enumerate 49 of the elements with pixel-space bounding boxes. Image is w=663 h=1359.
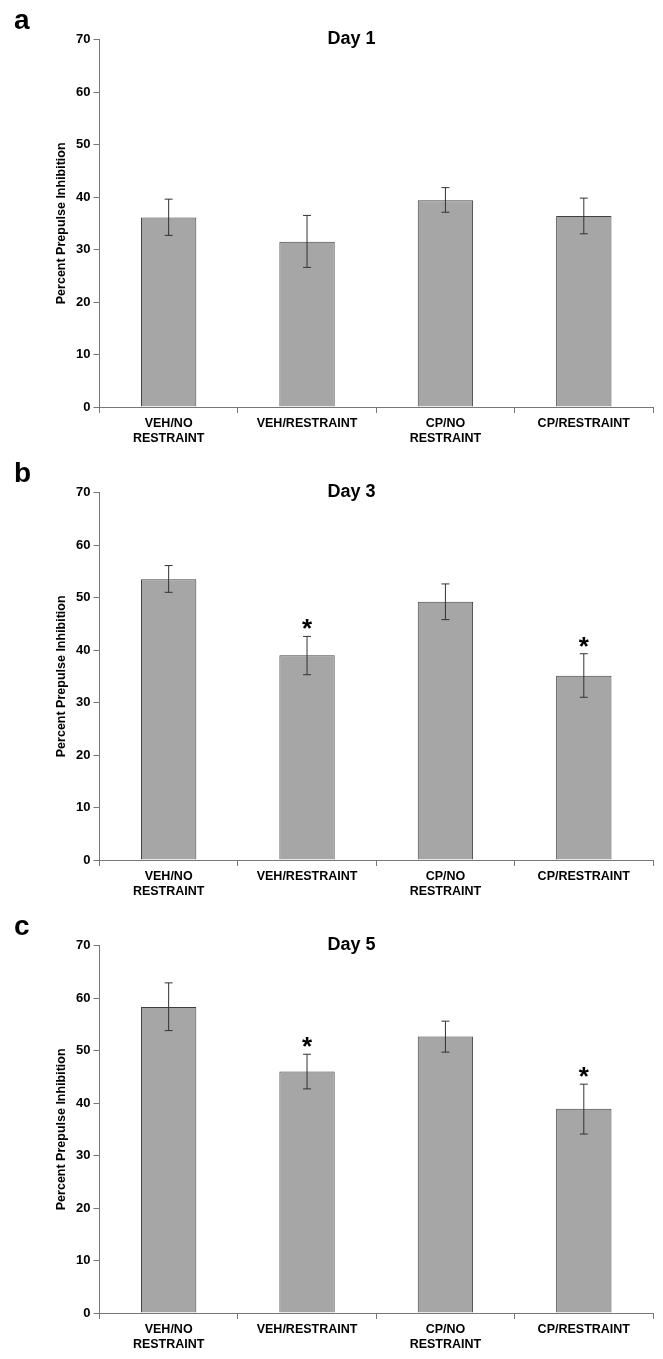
- y-tick-label: 0: [83, 851, 91, 867]
- text: b: [14, 457, 32, 489]
- y-tick-label: 40: [75, 188, 91, 204]
- y-tick-label: 10: [75, 1252, 91, 1268]
- y-tick-label: 10: [75, 346, 91, 362]
- y-tick-label: 70: [75, 31, 91, 47]
- x-tick-label: CP/NO RESTRAINT: [409, 868, 482, 898]
- x-tick-label: VEH/RESTRAINT: [256, 1321, 358, 1336]
- chart-title: Day 1: [327, 27, 376, 48]
- y-tick-label: 50: [75, 136, 91, 152]
- y-tick-label: 50: [75, 589, 91, 605]
- y-tick-label: 20: [75, 1199, 91, 1215]
- annotation: *: [578, 1061, 590, 1092]
- chart-title: Day 5: [327, 933, 376, 954]
- y-tick-label: 60: [75, 536, 91, 552]
- x-tick-label: CP/NO RESTRAINT: [409, 415, 482, 445]
- y-axis-title: Percent Prepulse Inhibition: [53, 142, 68, 305]
- y-tick-label: 60: [75, 989, 91, 1005]
- text: c: [14, 910, 30, 942]
- x-tick-label: CP/RESTRAINT: [537, 415, 631, 430]
- x-tick-label: CP/RESTRAINT: [537, 868, 631, 883]
- y-tick-label: 0: [83, 1304, 91, 1320]
- annotation: *: [301, 613, 313, 644]
- annotation: *: [301, 1031, 313, 1062]
- x-tick-label: CP/RESTRAINT: [537, 1321, 631, 1336]
- y-axis-title: Percent Prepulse Inhibition: [53, 595, 68, 758]
- y-tick-label: 20: [75, 293, 91, 309]
- y-tick-label: 30: [75, 694, 91, 710]
- x-tick-label: CP/NO RESTRAINT: [409, 1321, 482, 1351]
- y-tick-label: 40: [75, 1094, 91, 1110]
- chart-title: Day 3: [327, 480, 376, 501]
- y-tick-label: 40: [75, 641, 91, 657]
- text: a: [14, 4, 30, 36]
- y-tick-label: 70: [75, 484, 91, 500]
- x-tick-label: VEH/NO RESTRAINT: [132, 415, 205, 445]
- y-tick-label: 70: [75, 937, 91, 953]
- x-tick-label: VEH/RESTRAINT: [256, 868, 358, 883]
- y-tick-label: 60: [75, 83, 91, 99]
- annotation: *: [578, 630, 590, 661]
- y-tick-label: 30: [75, 1147, 91, 1163]
- x-tick-label: VEH/RESTRAINT: [256, 415, 358, 430]
- y-tick-label: 0: [83, 398, 91, 414]
- y-tick-label: 30: [75, 241, 91, 257]
- y-tick-label: 50: [75, 1042, 91, 1058]
- y-axis-title: Percent Prepulse Inhibition: [53, 1048, 68, 1211]
- x-tick-label: VEH/NO RESTRAINT: [132, 868, 205, 898]
- y-tick-label: 20: [75, 746, 91, 762]
- x-tick-label: VEH/NO RESTRAINT: [132, 1321, 205, 1351]
- y-tick-label: 10: [75, 799, 91, 815]
